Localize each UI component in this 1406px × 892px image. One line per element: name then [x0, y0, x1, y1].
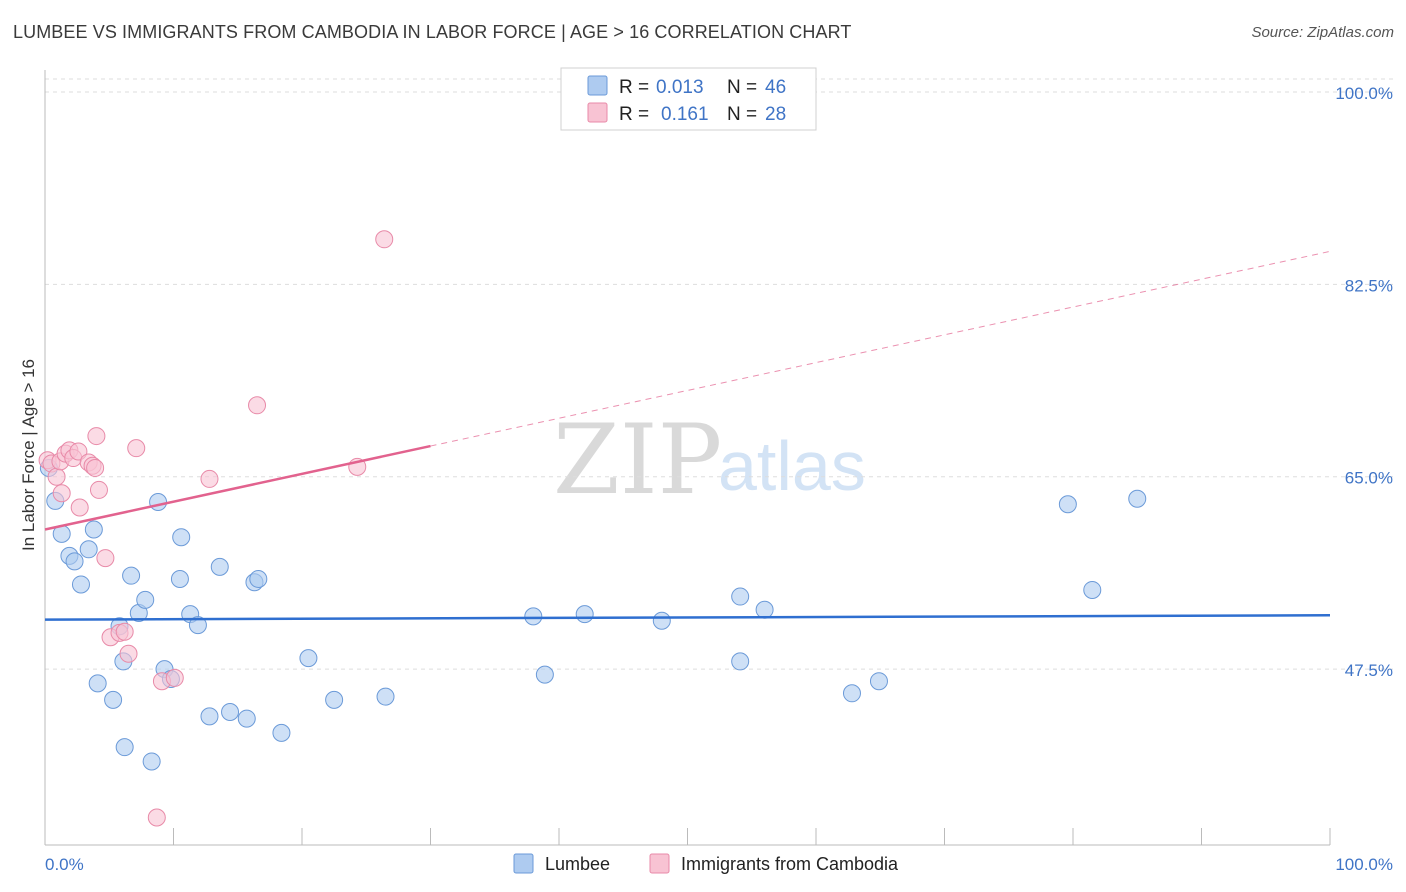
- cambodia-point-15: [96, 549, 115, 568]
- lumbee-point-45: [1128, 489, 1147, 508]
- lumbee-point-9: [104, 690, 123, 709]
- y-tick-label-2: 82.5%: [1345, 276, 1393, 295]
- legend-lumbee-n-value: 46: [765, 77, 786, 98]
- lumbee-point-29: [249, 569, 268, 588]
- lumbee-point-42: [869, 672, 888, 691]
- y-axis-label: In Labor Force | Age > 16: [19, 359, 38, 551]
- cambodia-point-23: [200, 469, 219, 488]
- lumbee-point-44: [1083, 580, 1102, 599]
- cambodia-trend-dashed: [430, 250, 1331, 447]
- y-tick-label-3: 100.0%: [1335, 84, 1393, 103]
- legend-cambodia-r-label: R =: [619, 104, 649, 125]
- x-tick-label-0: 0.0%: [45, 855, 84, 874]
- cambodia-point-20: [127, 439, 146, 458]
- cambodia-point-19: [119, 644, 138, 663]
- correlation-legend: R = 0.013 N = 46 R = 0.161 N = 28: [560, 67, 817, 131]
- lumbee-point-41: [842, 684, 861, 703]
- lumbee-point-4: [65, 552, 84, 571]
- bottom-legend-swatch-cambodia: [649, 853, 670, 874]
- legend-lumbee-r-value: 0.013: [656, 77, 704, 98]
- y-tick-labels: 47.5% 65.0% 82.5% 100.0%: [1335, 84, 1393, 680]
- lumbee-point-7: [84, 520, 103, 539]
- lumbee-point-34: [524, 607, 543, 626]
- lumbee-point-32: [325, 690, 344, 709]
- lumbee-trend-line: [44, 613, 1331, 621]
- axes: [44, 70, 1331, 846]
- lumbee-point-35: [535, 665, 554, 684]
- cambodia-point-9: [70, 498, 89, 517]
- lumbee-point-26: [221, 702, 240, 721]
- lumbee-point-39: [731, 587, 750, 606]
- lumbee-point-30: [272, 723, 291, 742]
- cambodia-points: [38, 230, 394, 827]
- lumbee-point-21: [172, 528, 191, 547]
- legend-cambodia-r-value: 0.161: [661, 104, 709, 125]
- cambodia-point-26: [375, 230, 394, 249]
- bottom-legend-lumbee: Lumbee: [545, 854, 610, 874]
- legend-swatch-cambodia: [587, 102, 608, 123]
- cambodia-point-12: [86, 458, 105, 477]
- y-tick-label-0: 47.5%: [1345, 661, 1393, 680]
- lumbee-point-24: [200, 707, 219, 726]
- cambodia-point-27: [147, 808, 166, 827]
- cambodia-point-14: [89, 480, 108, 499]
- lumbee-point-20: [170, 569, 189, 588]
- watermark-zip: ZIP: [553, 404, 722, 516]
- cambodia-point-8: [69, 442, 88, 461]
- legend-lumbee-r-label: R =: [619, 77, 649, 98]
- cambodia-point-22: [165, 668, 184, 687]
- lumbee-point-33: [376, 687, 395, 706]
- legend-lumbee-n-label: N =: [727, 77, 757, 98]
- legend-cambodia-n-value: 28: [765, 104, 786, 125]
- lumbee-point-8: [88, 674, 107, 693]
- legend-swatch-lumbee: [587, 75, 608, 96]
- series-legend: Lumbee Immigrants from Cambodia: [513, 853, 899, 874]
- x-tick-labels: 0.0% 100.0%: [45, 855, 1393, 874]
- lumbee-point-43: [1058, 495, 1077, 514]
- bottom-legend-swatch-lumbee: [513, 853, 534, 874]
- lumbee-point-37: [652, 611, 671, 630]
- cambodia-point-2: [47, 467, 66, 486]
- lumbee-point-17: [149, 493, 168, 512]
- lumbee-point-27: [237, 709, 256, 728]
- lumbee-point-5: [71, 575, 90, 594]
- y-tick-label-1: 65.0%: [1345, 469, 1393, 488]
- chart-title: LUMBEE VS IMMIGRANTS FROM CAMBODIA IN LA…: [13, 22, 852, 42]
- lumbee-point-36: [575, 605, 594, 624]
- watermark-atlas: atlas: [718, 427, 866, 505]
- legend-cambodia-n-label: N =: [727, 104, 757, 125]
- lumbee-point-40: [755, 600, 774, 619]
- cambodia-point-24: [248, 396, 267, 415]
- cambodia-trend-solid: [44, 444, 431, 531]
- lumbee-point-13: [122, 566, 141, 585]
- lumbee-point-16: [142, 752, 161, 771]
- lumbee-point-25: [210, 557, 229, 576]
- source-label: Source: ZipAtlas.com: [1251, 24, 1394, 41]
- lumbee-point-38: [731, 652, 750, 671]
- cambodia-point-13: [87, 427, 106, 446]
- lumbee-point-12: [115, 738, 134, 757]
- x-tick-label-1: 100.0%: [1335, 855, 1393, 874]
- lumbee-point-31: [299, 649, 318, 668]
- lumbee-point-15: [136, 590, 155, 609]
- trend-lines: [44, 250, 1331, 621]
- cambodia-point-18: [115, 622, 134, 641]
- lumbee-point-23: [188, 616, 207, 635]
- lumbee-points: [39, 458, 1147, 771]
- lumbee-point-6: [79, 540, 98, 559]
- bottom-legend-cambodia: Immigrants from Cambodia: [681, 854, 899, 874]
- cambodia-point-4: [52, 484, 71, 503]
